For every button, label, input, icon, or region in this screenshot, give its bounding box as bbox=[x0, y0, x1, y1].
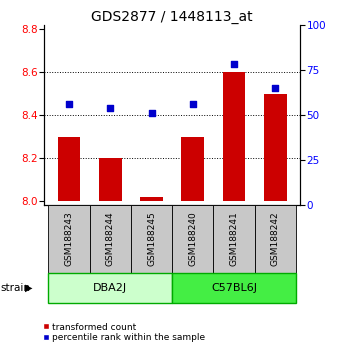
Bar bbox=[48, 205, 90, 273]
Bar bbox=[48, 273, 172, 303]
Bar bbox=[140, 197, 163, 201]
Point bbox=[108, 105, 113, 111]
Bar bbox=[181, 137, 204, 201]
Point bbox=[231, 62, 237, 67]
Bar bbox=[223, 72, 246, 201]
Bar bbox=[131, 205, 172, 273]
Bar bbox=[172, 273, 296, 303]
Text: C57BL6J: C57BL6J bbox=[211, 282, 257, 293]
Text: ▶: ▶ bbox=[25, 282, 32, 293]
Bar bbox=[90, 205, 131, 273]
Title: GDS2877 / 1448113_at: GDS2877 / 1448113_at bbox=[91, 10, 253, 24]
Text: GSM188243: GSM188243 bbox=[64, 212, 74, 266]
Bar bbox=[264, 93, 287, 201]
Bar bbox=[213, 205, 255, 273]
Text: GSM188240: GSM188240 bbox=[188, 212, 197, 266]
Point bbox=[272, 85, 278, 91]
Bar bbox=[58, 137, 80, 201]
Point bbox=[66, 101, 72, 107]
Legend: transformed count, percentile rank within the sample: transformed count, percentile rank withi… bbox=[39, 319, 209, 346]
Point bbox=[149, 110, 154, 116]
Text: GSM188244: GSM188244 bbox=[106, 212, 115, 266]
Text: GSM188242: GSM188242 bbox=[271, 212, 280, 266]
Bar bbox=[172, 205, 213, 273]
Point bbox=[190, 101, 195, 107]
Text: GSM188245: GSM188245 bbox=[147, 212, 156, 266]
Bar bbox=[99, 158, 122, 201]
Bar bbox=[255, 205, 296, 273]
Text: GSM188241: GSM188241 bbox=[229, 212, 239, 266]
Text: DBA2J: DBA2J bbox=[93, 282, 128, 293]
Text: strain: strain bbox=[0, 282, 30, 293]
